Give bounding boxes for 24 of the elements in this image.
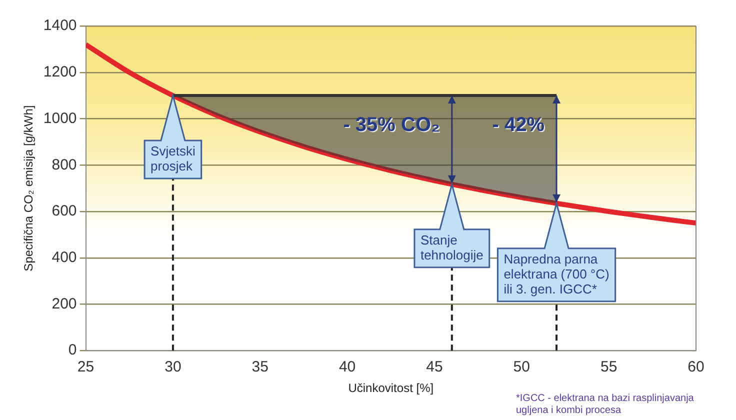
ref-line-label: Svjetski prosjek (150, 144, 196, 174)
x-tick-label: 60 (688, 358, 704, 376)
x-tick-label: 25 (77, 358, 94, 376)
y-tick-label: 1000 (43, 110, 77, 127)
ref-line-label: Stanje tehnologije (420, 232, 484, 262)
y-tick-label: 0 (68, 342, 77, 359)
x-tick-label: 40 (338, 358, 356, 376)
x-tick-label: 50 (513, 358, 530, 376)
x-tick-label: 45 (426, 358, 443, 376)
annotation: - 35% CO₂ (344, 115, 441, 138)
y-axis-title: Specifična CO₂ emisija [g/kWh] (22, 105, 36, 272)
y-tick-label: 600 (52, 202, 77, 220)
x-axis-title: Učinkovitost [%] (348, 381, 434, 396)
ref-line-label: Napredna parna elektrana (700 °C) ili 3. gen. IGCC* (504, 251, 610, 296)
x-tick-label: 30 (164, 358, 182, 376)
y-tick-label: 1400 (43, 17, 77, 34)
x-tick-label: 55 (600, 358, 618, 376)
y-tick-label: 200 (52, 295, 77, 312)
y-tick-label: 400 (52, 249, 77, 266)
x-tick-label: 35 (252, 358, 268, 376)
annotation: - 42% (493, 115, 546, 138)
text: *IGCC - elektrana na bazi rasplinjavanja ugljena i kombi procesa (516, 392, 694, 416)
y-tick-label: 800 (52, 156, 77, 174)
y-tick-label: 1200 (43, 64, 77, 81)
